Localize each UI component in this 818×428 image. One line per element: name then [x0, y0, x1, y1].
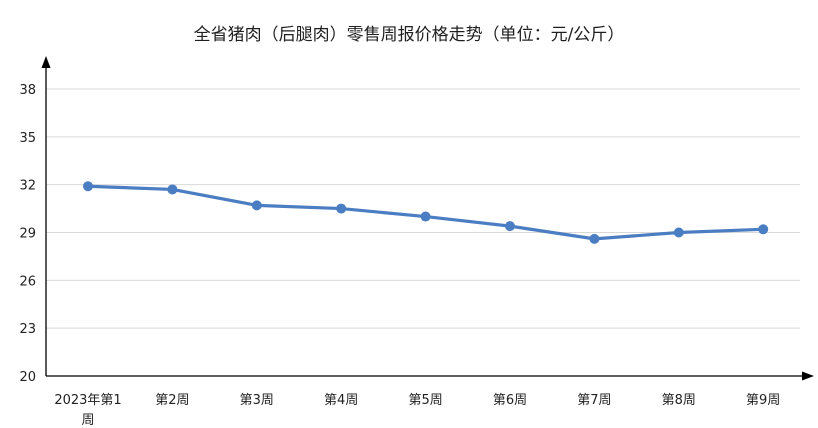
x-axis-arrow	[802, 371, 814, 381]
y-axis-arrow	[41, 56, 51, 68]
x-tick-label-1: 2023年第1	[54, 393, 121, 408]
x-tick-label-1-cont: 周	[81, 413, 94, 428]
y-tick-label-23: 23	[19, 322, 36, 337]
y-tick-label-20: 20	[19, 370, 36, 385]
data-point-1	[83, 181, 93, 192]
y-tick-label-29: 29	[19, 227, 36, 242]
data-point-2	[167, 184, 178, 195]
y-tick-label-35: 35	[19, 131, 36, 146]
y-tick-label-38: 38	[19, 83, 36, 98]
x-tick-label-5: 第5周	[408, 393, 442, 408]
chart-title: 全省猪肉（后腿肉）零售周报价格走势（单位：元/公斤）	[193, 25, 625, 45]
data-point-5	[420, 211, 431, 222]
data-point-4	[336, 203, 347, 214]
x-tick-label-8: 第8周	[662, 393, 696, 408]
x-tick-label-4: 第4周	[324, 393, 358, 408]
y-tick-label-32: 32	[19, 179, 36, 194]
data-point-6	[505, 221, 515, 232]
data-point-3	[251, 200, 262, 211]
x-tick-label-6: 第6周	[493, 393, 527, 408]
data-point-7	[589, 233, 600, 244]
y-tick-label-26: 26	[19, 274, 36, 289]
data-point-9	[758, 224, 769, 235]
data-point-8	[673, 227, 684, 238]
x-tick-label-9: 第9周	[746, 393, 780, 408]
x-tick-label-3: 第3周	[240, 393, 274, 408]
x-tick-label-7: 第7周	[577, 393, 611, 408]
x-tick-label-2: 第2周	[155, 393, 189, 408]
